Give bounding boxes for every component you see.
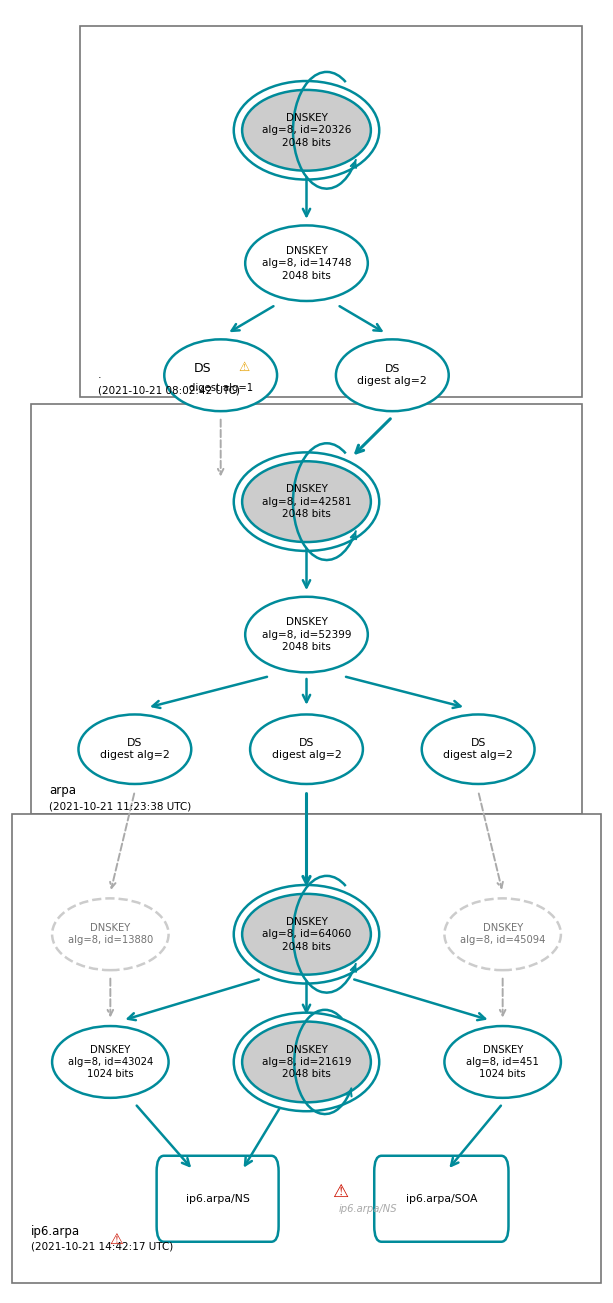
Ellipse shape [245, 597, 368, 672]
Text: (2021-10-21 08:02:42 UTC): (2021-10-21 08:02:42 UTC) [98, 386, 240, 396]
Text: DNSKEY
alg=8, id=52399
2048 bits: DNSKEY alg=8, id=52399 2048 bits [262, 618, 351, 652]
Text: DNSKEY
alg=8, id=64060
2048 bits: DNSKEY alg=8, id=64060 2048 bits [262, 917, 351, 951]
Ellipse shape [52, 1025, 169, 1098]
Text: DNSKEY
alg=8, id=42581
2048 bits: DNSKEY alg=8, id=42581 2048 bits [262, 485, 351, 519]
Ellipse shape [444, 898, 561, 971]
FancyBboxPatch shape [156, 1156, 278, 1242]
Ellipse shape [422, 714, 535, 784]
Ellipse shape [242, 894, 371, 975]
Ellipse shape [336, 339, 449, 412]
Ellipse shape [444, 1025, 561, 1098]
Text: (2021-10-21 14:42:17 UTC): (2021-10-21 14:42:17 UTC) [31, 1242, 173, 1252]
Text: ⚠: ⚠ [238, 361, 249, 374]
Text: DNSKEY
alg=8, id=45094: DNSKEY alg=8, id=45094 [460, 923, 546, 946]
FancyBboxPatch shape [80, 26, 582, 397]
Text: ip6.arpa/SOA: ip6.arpa/SOA [406, 1194, 477, 1204]
Text: DS
digest alg=2: DS digest alg=2 [272, 737, 341, 761]
Ellipse shape [164, 339, 277, 412]
Text: DS: DS [194, 362, 211, 375]
Ellipse shape [78, 714, 191, 784]
Text: DNSKEY
alg=8, id=43024
1024 bits: DNSKEY alg=8, id=43024 1024 bits [67, 1045, 153, 1079]
FancyBboxPatch shape [31, 404, 582, 814]
Ellipse shape [242, 90, 371, 171]
Text: DNSKEY
alg=8, id=20326
2048 bits: DNSKEY alg=8, id=20326 2048 bits [262, 113, 351, 147]
Text: ⚠: ⚠ [110, 1231, 123, 1247]
Text: digest alg=1: digest alg=1 [189, 383, 253, 394]
Text: DNSKEY
alg=8, id=14748
2048 bits: DNSKEY alg=8, id=14748 2048 bits [262, 246, 351, 280]
Ellipse shape [250, 714, 363, 784]
Ellipse shape [242, 461, 371, 542]
Text: (2021-10-21 11:23:38 UTC): (2021-10-21 11:23:38 UTC) [49, 801, 191, 812]
Text: ip6.arpa/NS: ip6.arpa/NS [338, 1204, 397, 1214]
Text: arpa: arpa [49, 784, 76, 797]
Text: DS
digest alg=2: DS digest alg=2 [100, 737, 170, 761]
FancyBboxPatch shape [12, 814, 601, 1283]
Text: DNSKEY
alg=8, id=21619
2048 bits: DNSKEY alg=8, id=21619 2048 bits [262, 1045, 351, 1079]
Ellipse shape [52, 898, 169, 971]
Text: ⚠: ⚠ [332, 1183, 348, 1201]
Text: DS
digest alg=2: DS digest alg=2 [357, 364, 427, 387]
Text: ip6.arpa: ip6.arpa [31, 1225, 80, 1238]
Text: .: . [98, 370, 102, 380]
Text: DNSKEY
alg=8, id=13880: DNSKEY alg=8, id=13880 [67, 923, 153, 946]
Ellipse shape [242, 1022, 371, 1102]
FancyBboxPatch shape [374, 1156, 508, 1242]
Text: DNSKEY
alg=8, id=451
1024 bits: DNSKEY alg=8, id=451 1024 bits [466, 1045, 539, 1079]
Text: ip6.arpa/NS: ip6.arpa/NS [186, 1194, 249, 1204]
Ellipse shape [245, 225, 368, 301]
Text: DS
digest alg=2: DS digest alg=2 [443, 737, 513, 761]
